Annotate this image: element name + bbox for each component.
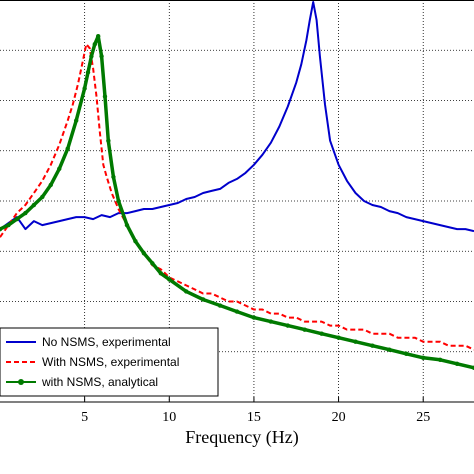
series-2-point-16 bbox=[102, 94, 108, 99]
legend-marker-2 bbox=[18, 379, 24, 385]
series-2-point-25 bbox=[167, 277, 172, 282]
series-2-point-30 bbox=[251, 315, 257, 320]
series-2-point-33 bbox=[302, 327, 307, 332]
series-2-point-4 bbox=[31, 202, 37, 208]
series-2-point-9 bbox=[73, 118, 79, 123]
legend-label-2: with NSMS, analytical bbox=[41, 375, 158, 389]
series-2-point-34 bbox=[319, 331, 324, 336]
series-2-point-18 bbox=[111, 174, 116, 180]
x-tick-label-25: 25 bbox=[416, 410, 430, 425]
series-2-point-29 bbox=[234, 309, 240, 314]
series-line-0 bbox=[0, 1, 474, 233]
series-2-point-24 bbox=[158, 271, 164, 276]
series-2-point-8 bbox=[65, 146, 70, 151]
series-2-point-36 bbox=[353, 339, 358, 344]
series-2-point-7 bbox=[57, 166, 62, 172]
series-2-point-22 bbox=[141, 251, 147, 256]
x-tick-label-5: 5 bbox=[81, 410, 88, 425]
series-2-point-41 bbox=[437, 357, 443, 362]
x-tick-label-10: 10 bbox=[162, 410, 176, 425]
series-2-point-35 bbox=[336, 335, 341, 340]
series-2-point-19 bbox=[116, 198, 121, 204]
series-2-point-10 bbox=[82, 86, 87, 91]
series-2-point-21 bbox=[133, 239, 138, 244]
series-2-point-28 bbox=[217, 303, 223, 308]
series-2-point-0 bbox=[0, 226, 3, 232]
x-tick-label-15: 15 bbox=[247, 410, 261, 425]
series-2-point-5 bbox=[40, 194, 45, 200]
series-2-point-11 bbox=[85, 70, 91, 75]
series-2-point-2 bbox=[14, 216, 20, 222]
series-2-point-6 bbox=[48, 182, 53, 188]
x-axis-label: Frequency (Hz) bbox=[185, 427, 298, 448]
series-2-point-31 bbox=[268, 319, 274, 324]
series-2-point-42 bbox=[454, 361, 460, 367]
series-2-point-26 bbox=[184, 289, 189, 294]
x-ticks: 5 10 15 20 25 bbox=[81, 397, 430, 425]
series-2-point-38 bbox=[387, 347, 392, 352]
series-2-point-17 bbox=[106, 138, 111, 143]
series-2-point-23 bbox=[150, 261, 155, 266]
series-2-point-20 bbox=[124, 222, 130, 228]
series-2-point-27 bbox=[200, 297, 206, 302]
x-tick-label-20: 20 bbox=[332, 410, 346, 425]
legend-box bbox=[0, 327, 219, 397]
series-2-point-13 bbox=[92, 42, 98, 47]
series-2-point-32 bbox=[285, 323, 290, 328]
series-2-point-1 bbox=[6, 222, 11, 228]
series-2-point-37 bbox=[370, 343, 375, 348]
legend: No NSMS, experimental With NSMS, experime… bbox=[0, 327, 219, 397]
series-2-point-43 bbox=[471, 365, 474, 371]
series-line-2 bbox=[0, 34, 474, 370]
series-2-point-14 bbox=[95, 33, 101, 39]
legend-label-0: No NSMS, experimental bbox=[42, 335, 171, 349]
series-2-point-15 bbox=[99, 54, 104, 59]
series-2-point-40 bbox=[421, 355, 426, 360]
series-2-point-39 bbox=[404, 351, 409, 356]
series-layer bbox=[0, 1, 474, 371]
grid bbox=[0, 0, 474, 402]
series-2-point-3 bbox=[23, 210, 28, 216]
series-2-point-12 bbox=[89, 54, 94, 59]
legend-label-1: With NSMS, experimental bbox=[42, 355, 179, 369]
